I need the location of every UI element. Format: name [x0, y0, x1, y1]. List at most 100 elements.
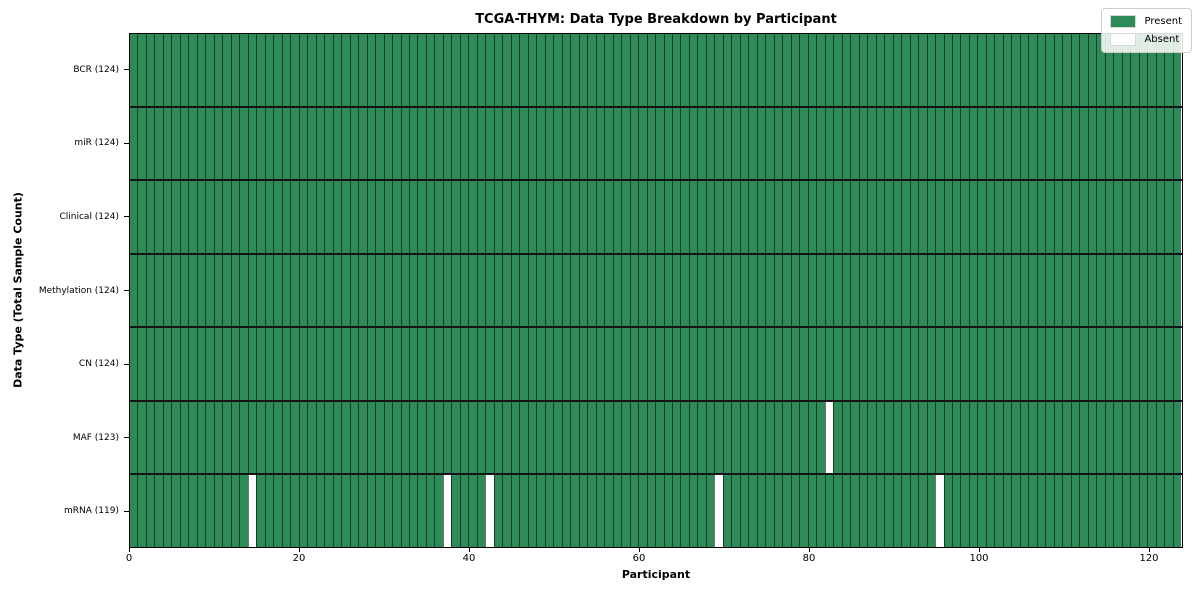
- cell-present: [926, 181, 936, 253]
- cell-present: [273, 254, 282, 327]
- cell-present: [1036, 34, 1046, 106]
- cell-present: [1045, 34, 1054, 106]
- cell-present: [1104, 254, 1114, 327]
- cell-present: [960, 181, 969, 253]
- cell-present: [841, 254, 851, 327]
- cell-present: [375, 401, 384, 474]
- cell-present: [171, 328, 180, 400]
- cell-present: [459, 34, 469, 106]
- cell-present: [985, 401, 995, 474]
- cell-present: [1147, 107, 1156, 180]
- cell-present: [587, 401, 596, 474]
- cell-present: [375, 181, 384, 253]
- x-tick-label: 60: [632, 553, 646, 564]
- cell-present: [909, 254, 919, 327]
- cell-present: [417, 181, 426, 253]
- cell-present: [1104, 401, 1114, 474]
- cell-present: [1062, 401, 1071, 474]
- y-tick-mark: [124, 216, 129, 218]
- cell-present: [502, 181, 511, 253]
- cell-present: [1028, 401, 1037, 474]
- cell-present: [510, 107, 520, 180]
- cell-present: [1172, 181, 1182, 253]
- cell-present: [1079, 401, 1088, 474]
- cell-present: [519, 254, 528, 327]
- cell-present: [1138, 328, 1148, 400]
- cell-present: [375, 107, 384, 180]
- cell-present: [655, 181, 664, 253]
- cell-present: [383, 328, 393, 400]
- cell-present: [705, 401, 715, 474]
- cell-present: [1130, 475, 1139, 548]
- cell-present: [179, 475, 189, 548]
- cell-present: [1028, 107, 1037, 180]
- cell-present: [264, 254, 274, 327]
- cell-present: [612, 475, 622, 548]
- cell-present: [799, 34, 808, 106]
- cell-present: [688, 107, 698, 180]
- cell-present: [1011, 328, 1020, 400]
- cell-present: [1053, 254, 1063, 327]
- cell-present: [1045, 107, 1054, 180]
- cell-present: [858, 328, 868, 400]
- cell-present: [1164, 328, 1173, 400]
- cell-present: [968, 107, 978, 180]
- cell-present: [748, 401, 757, 474]
- cell-present: [264, 181, 274, 253]
- cell-present: [1113, 254, 1122, 327]
- cell-present: [205, 254, 214, 327]
- cell-present: [188, 181, 197, 253]
- cell-present: [485, 254, 494, 327]
- cell-present: [968, 475, 978, 548]
- cell-present: [672, 475, 681, 548]
- cell-present: [476, 181, 486, 253]
- cell-present: [960, 107, 969, 180]
- cell-present: [137, 475, 146, 548]
- cell-present: [553, 475, 562, 548]
- cell-present: [544, 254, 554, 327]
- cell-present: [273, 181, 282, 253]
- cell-present: [1147, 254, 1156, 327]
- cell-present: [366, 34, 376, 106]
- cell-present: [324, 328, 333, 400]
- cell-present: [714, 107, 723, 180]
- cell-present: [841, 475, 851, 548]
- cell-present: [858, 475, 868, 548]
- cell-present: [816, 34, 825, 106]
- cell-present: [867, 181, 876, 253]
- cell-present: [247, 254, 257, 327]
- cell-present: [621, 254, 630, 327]
- cell-present: [536, 34, 545, 106]
- cell-present: [595, 34, 605, 106]
- cell-present: [281, 254, 291, 327]
- cell-present: [349, 475, 359, 548]
- cell-present: [315, 328, 325, 400]
- cell-present: [408, 181, 418, 253]
- cell-present: [1070, 181, 1080, 253]
- cell-present: [977, 181, 986, 253]
- cell-present: [324, 181, 333, 253]
- cell-present: [824, 328, 834, 400]
- cell-present: [451, 254, 460, 327]
- cell-present: [536, 254, 545, 327]
- cell-present: [179, 107, 189, 180]
- cell-present: [790, 107, 800, 180]
- cell-present: [154, 107, 163, 180]
- cell-present: [1113, 34, 1122, 106]
- cell-present: [154, 34, 163, 106]
- cell-present: [256, 328, 265, 400]
- cell-present: [502, 107, 511, 180]
- cell-present: [867, 401, 876, 474]
- cell-present: [875, 107, 885, 180]
- cell-present: [205, 475, 214, 548]
- cell-present: [960, 475, 969, 548]
- cell-present: [196, 34, 206, 106]
- cell-present: [400, 34, 409, 106]
- cell-present: [493, 475, 503, 548]
- y-tick-mark: [124, 142, 129, 144]
- cell-present: [985, 107, 995, 180]
- cell-present: [476, 401, 486, 474]
- cell-present: [442, 328, 452, 400]
- cell-present: [417, 401, 426, 474]
- cell-present: [1121, 181, 1131, 253]
